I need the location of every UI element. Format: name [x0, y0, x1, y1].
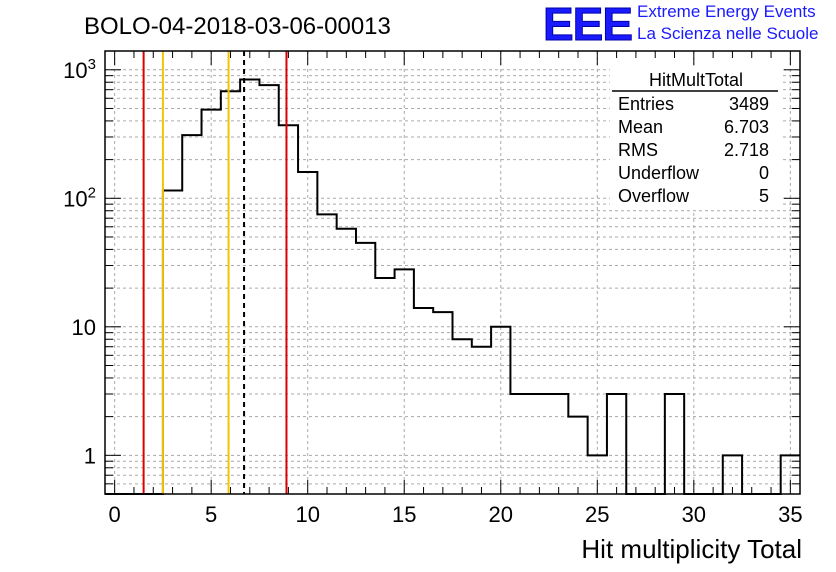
stats-value-overflow: 5	[759, 186, 769, 206]
histogram-bin	[549, 394, 568, 494]
x-axis-label: Hit multiplicity Total	[581, 534, 802, 564]
histogram-bin	[453, 339, 472, 494]
histogram-bin	[395, 269, 414, 494]
histogram-bin	[240, 80, 259, 494]
x-tick-label: 20	[489, 502, 513, 527]
eee-logo-text: EEE	[543, 0, 632, 50]
plot-frame	[104, 50, 801, 495]
x-tick-label: 5	[205, 502, 217, 527]
eee-logo: EEE Extreme Energy Events La Scienza nel…	[543, 0, 819, 51]
histogram-outline	[105, 78, 800, 495]
x-tick-label: 25	[585, 502, 609, 527]
histogram-bin	[259, 85, 278, 494]
histogram-bin	[182, 135, 201, 494]
histogram-bin	[414, 308, 433, 494]
histogram-bin	[607, 394, 626, 494]
histogram-bin	[356, 243, 375, 494]
histogram-bin	[530, 394, 549, 494]
run-title: BOLO-04-2018-03-06-00013	[84, 13, 391, 40]
logo-line-2: La Scienza nelle Scuole	[637, 24, 818, 43]
stats-box: HitMultTotal Entries 3489 Mean 6.703 RMS…	[610, 68, 782, 210]
x-axis: 0 5 10 15 20 25 30 35	[109, 51, 803, 527]
y-axis: 1 10 102 103	[63, 56, 800, 485]
y-tick-label: 103	[63, 56, 96, 83]
stats-label-underflow: Underflow	[618, 163, 700, 183]
histogram-bin	[337, 229, 356, 494]
histogram-bin	[317, 214, 336, 494]
histogram-bin	[433, 312, 452, 494]
histogram-bin	[568, 417, 587, 494]
y-tick-label: 10	[72, 315, 96, 340]
logo-line-1: Extreme Energy Events	[637, 2, 816, 21]
histogram-bin	[510, 394, 529, 494]
histogram-bin	[472, 347, 491, 494]
histogram-bin	[491, 327, 510, 494]
histogram-bin	[202, 110, 221, 494]
histogram-bin	[163, 190, 182, 494]
y-tick-label: 102	[63, 184, 96, 211]
stats-value-mean: 6.703	[724, 117, 769, 137]
stats-value-underflow: 0	[759, 163, 769, 183]
histogram-bin	[279, 125, 298, 494]
stats-label-entries: Entries	[618, 94, 674, 114]
histogram-bin	[221, 91, 240, 494]
x-tick-label: 10	[295, 502, 319, 527]
x-tick-label: 30	[682, 502, 706, 527]
histogram-bin	[665, 394, 684, 494]
stats-label-rms: RMS	[618, 140, 658, 160]
x-tick-label: 35	[778, 502, 802, 527]
x-tick-label: 0	[109, 502, 121, 527]
stats-value-rms: 2.718	[724, 140, 769, 160]
histogram-bin	[298, 172, 317, 494]
marker-lines	[142, 51, 288, 494]
histogram-bin	[375, 278, 394, 494]
histogram-series	[105, 78, 800, 495]
stats-label-mean: Mean	[618, 117, 663, 137]
y-tick-label: 1	[84, 443, 96, 468]
stats-value-entries: 3489	[729, 94, 769, 114]
stats-box-title: HitMultTotal	[649, 70, 743, 90]
stats-label-overflow: Overflow	[618, 186, 690, 206]
x-tick-label: 15	[392, 502, 416, 527]
